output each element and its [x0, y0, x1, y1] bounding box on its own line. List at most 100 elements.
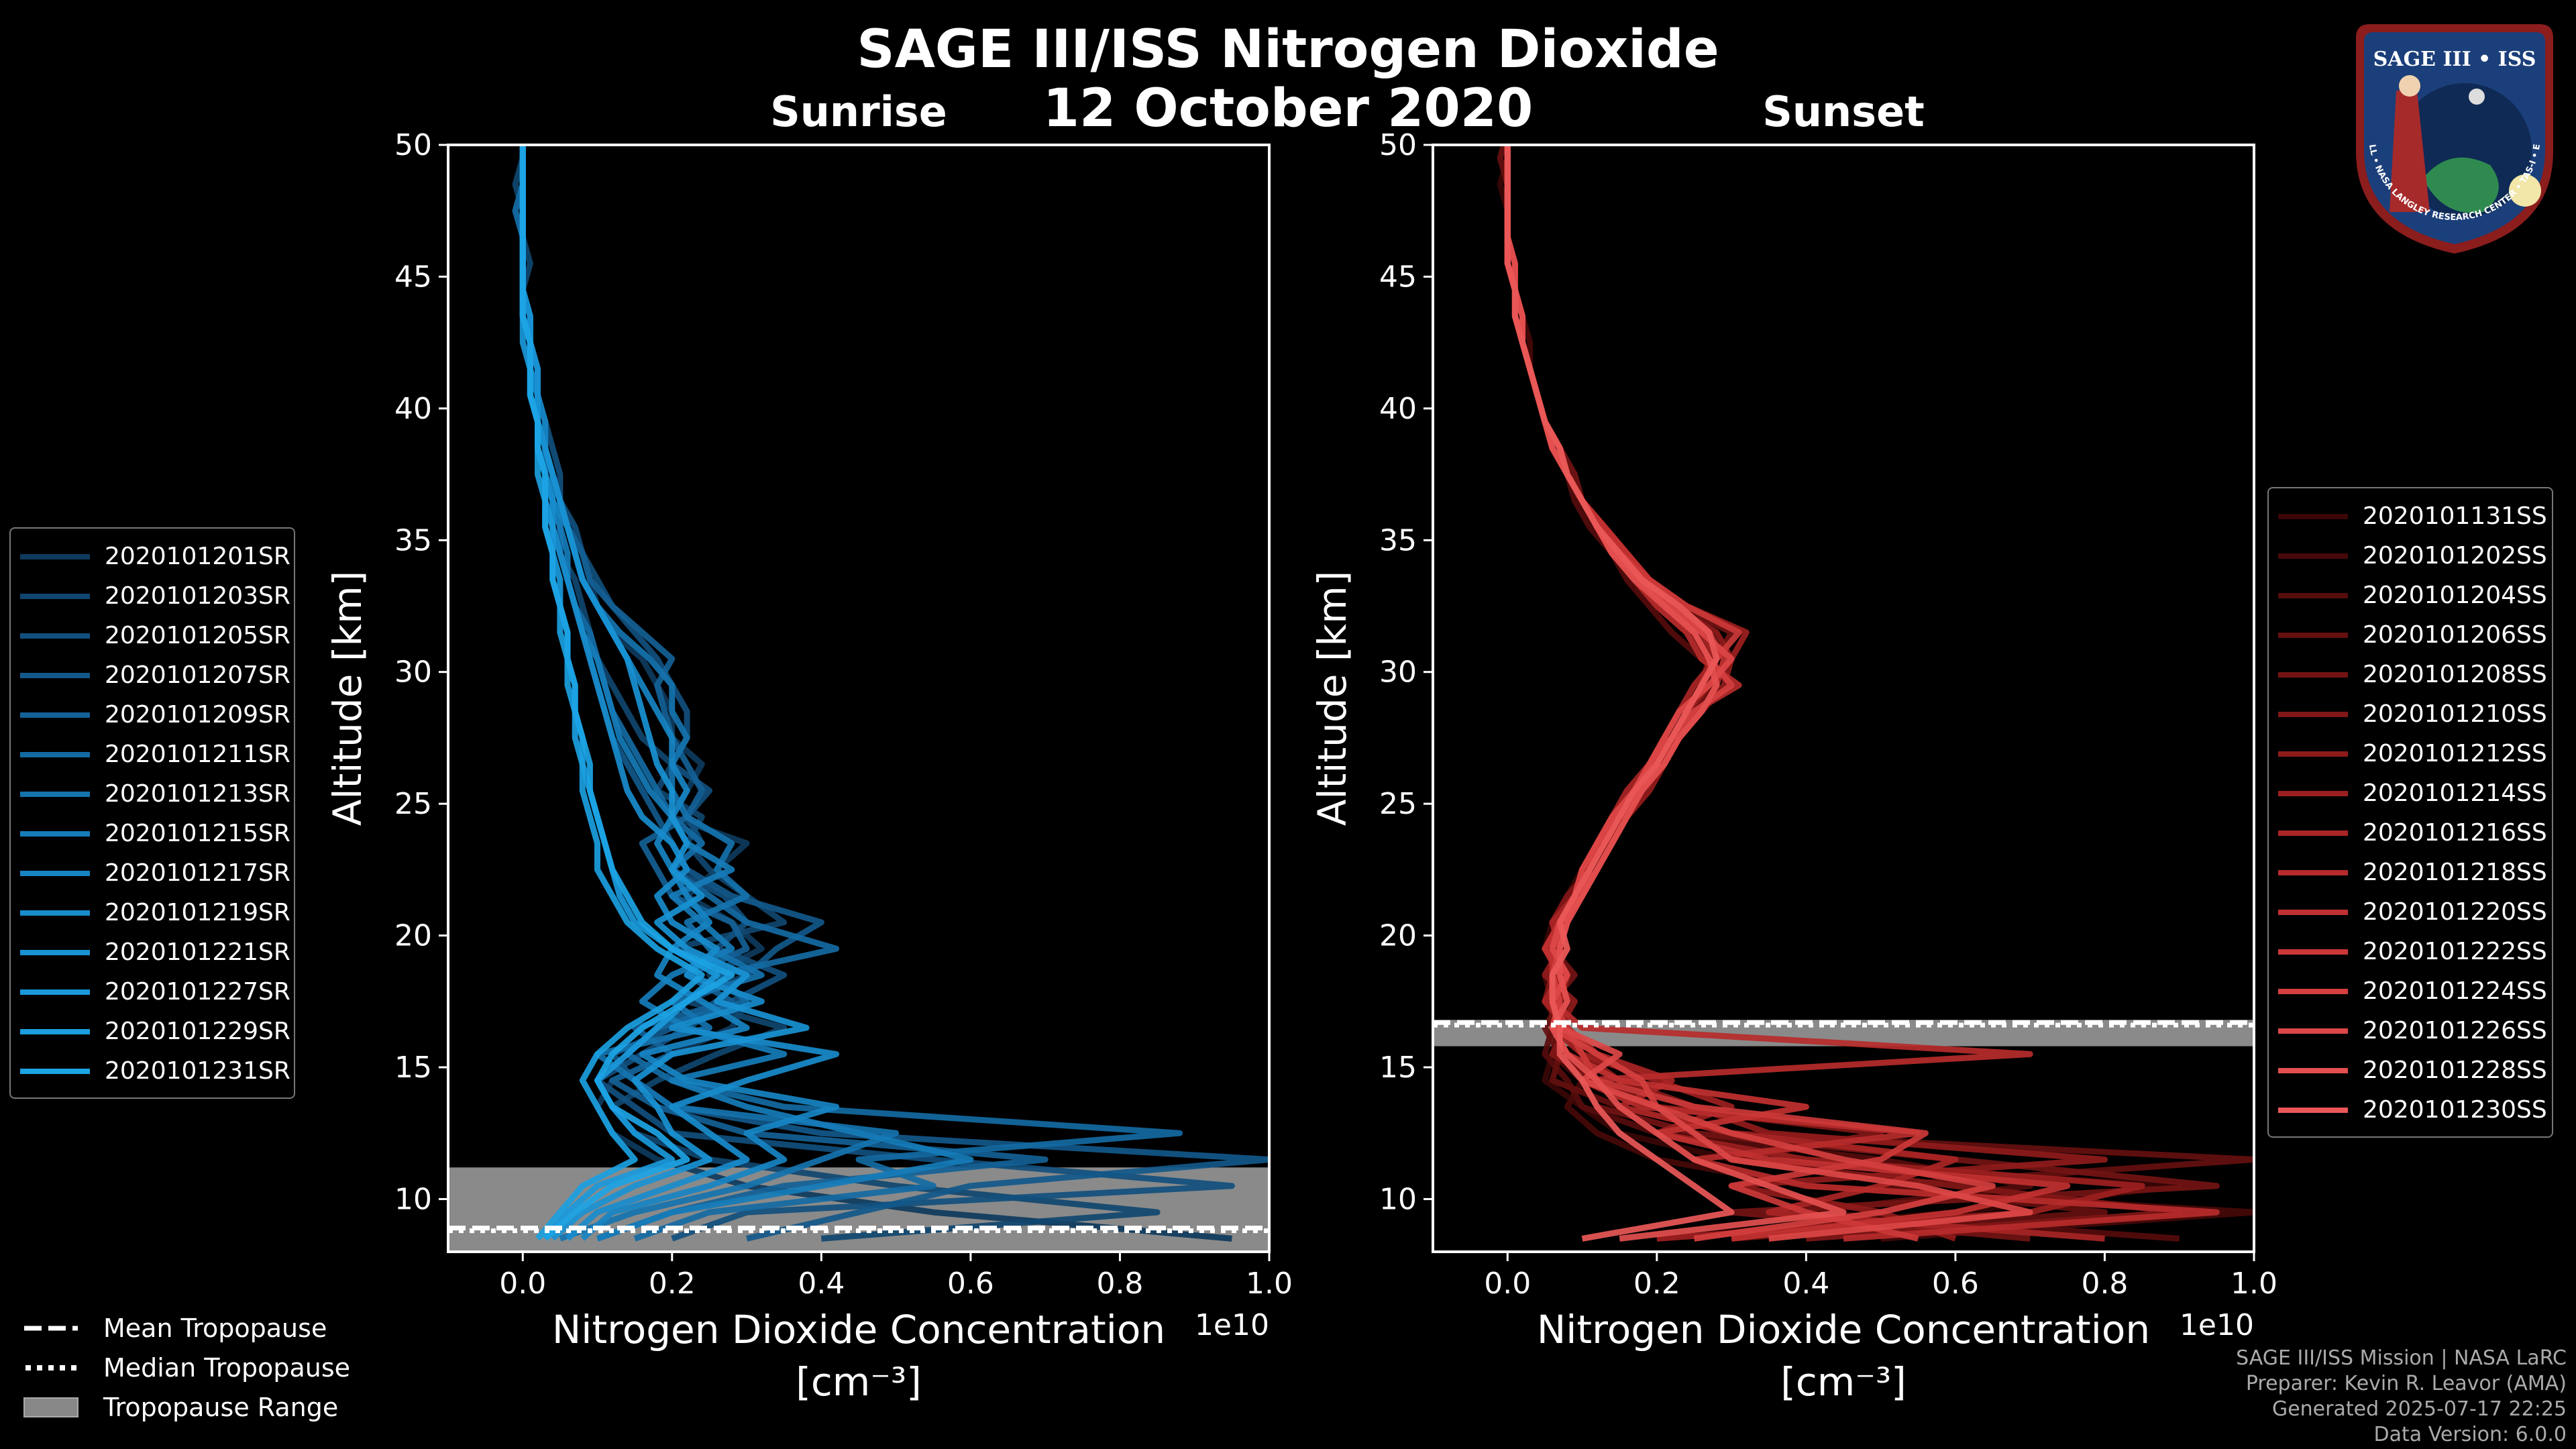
legend-item-mean-tropopause: Mean Tropopause — [23, 1308, 350, 1348]
x-tick-label: 0.6 — [947, 1267, 994, 1301]
legend-label: 2020101217SR — [105, 859, 290, 887]
x-axis-label: Nitrogen Dioxide Concentration — [552, 1307, 1165, 1352]
legend-label: 2020101213SR — [105, 780, 290, 808]
legend-item-2020101221SR: 2020101221SR — [20, 932, 290, 972]
legend-label: 2020101202SS — [2363, 542, 2547, 570]
y-tick-label: 20 — [1379, 919, 1417, 953]
legend-item-2020101211SR: 2020101211SR — [20, 735, 290, 774]
legend-swatch — [2278, 1028, 2348, 1034]
mean-tropopause-label: Mean Tropopause — [103, 1313, 327, 1343]
legend-swatch — [2278, 592, 2348, 598]
legend-item-2020101212SS: 2020101212SS — [2278, 734, 2547, 773]
legend-label: 2020101218SS — [2363, 859, 2547, 886]
legend-item-2020101228SS: 2020101228SS — [2278, 1051, 2547, 1090]
legend-swatch — [20, 751, 90, 757]
y-tick-label: 20 — [394, 919, 432, 953]
legend-label: 2020101203SR — [105, 582, 290, 610]
legend-item-2020101205SR: 2020101205SR — [20, 616, 290, 655]
y-tick-label: 45 — [394, 260, 432, 294]
y-tick-label: 50 — [1379, 128, 1417, 162]
legend-label: 2020101201SR — [105, 543, 290, 570]
legend-swatch — [2278, 632, 2348, 638]
credits-preparer: Preparer: Kevin R. Leavor (AMA) — [2245, 1372, 2567, 1395]
x-axis-label: Nitrogen Dioxide Concentration — [1537, 1307, 2150, 1352]
legend-item-2020101215SR: 2020101215SR — [20, 814, 290, 853]
legend-swatch — [20, 1068, 90, 1074]
y-tick-label: 35 — [394, 523, 432, 557]
legend-label: 2020101215SR — [105, 820, 290, 847]
y-tick-label: 15 — [394, 1051, 432, 1085]
legend-item-2020101208SS: 2020101208SS — [2278, 655, 2547, 694]
legend-swatch — [2278, 513, 2348, 519]
legend-label: 2020101221SR — [105, 938, 290, 966]
legend-swatch — [2278, 949, 2348, 955]
legend-swatch — [2278, 1107, 2348, 1113]
y-tick-label: 40 — [1379, 392, 1417, 426]
x-tick-label: 0.0 — [1484, 1267, 1531, 1301]
credits-mission: SAGE III/ISS Mission | NASA LaRC — [2236, 1346, 2567, 1370]
dashed-line-icon — [24, 1326, 78, 1330]
legend-swatch — [20, 712, 90, 718]
legend-item-2020101224SS: 2020101224SS — [2278, 971, 2547, 1011]
legend-label: 2020101207SR — [105, 661, 290, 689]
y-tick-label: 35 — [1379, 523, 1417, 557]
legend-item-2020101213SR: 2020101213SR — [20, 774, 290, 814]
legend-label: 2020101222SS — [2363, 938, 2547, 965]
sunset-panel: 0.0 0.2 0.4 0.6 0.8 1.0 10 15 20 25 30 35 40 45 50 1e10… — [1309, 87, 2277, 1405]
series-line-2020101230SS — [1504, 145, 1735, 1242]
legend-swatch — [2278, 751, 2348, 757]
figure-date: 12 October 2020 — [1043, 78, 1534, 139]
y-tick-label: 10 — [394, 1182, 432, 1216]
y-tick-label: 45 — [1379, 260, 1417, 294]
legend-label: 2020101204SS — [2363, 582, 2547, 609]
y-tick-label: 30 — [1379, 655, 1417, 690]
range-patch-icon — [23, 1397, 78, 1417]
legend-label: 2020101216SS — [2363, 819, 2547, 847]
legend-item-2020101214SS: 2020101214SS — [2278, 773, 2547, 813]
panel-title: Sunrise — [770, 87, 947, 136]
legend-label: 2020101212SS — [2363, 740, 2547, 767]
legend-label: 2020101220SS — [2363, 898, 2547, 926]
legend-swatch — [20, 633, 90, 639]
x-tick-label: 0.8 — [1096, 1267, 1143, 1301]
legend-item-2020101210SS: 2020101210SS — [2278, 694, 2547, 734]
x-tick-label: 0.0 — [499, 1267, 546, 1301]
legend-label: 2020101210SS — [2363, 700, 2547, 728]
sunrise-panel: 0.0 0.2 0.4 0.6 0.8 1.0 10 15 20 25 30 35 40 45 50 1e10… — [325, 87, 1293, 1405]
x-axis-unit: [cm⁻³] — [796, 1359, 922, 1405]
legend-swatch — [20, 949, 90, 955]
series-line-2020101208SS — [1504, 145, 2220, 1242]
legend-swatch — [20, 791, 90, 797]
legend-label: 2020101209SR — [105, 701, 290, 729]
y-tick-label: 10 — [1379, 1182, 1417, 1216]
legend-swatch — [2278, 711, 2348, 717]
x-tick-label: 1.0 — [2231, 1267, 2277, 1301]
legend-label: 2020101226SS — [2363, 1017, 2547, 1044]
legend-label: 2020101206SS — [2363, 621, 2547, 649]
x-tick-label: 0.2 — [649, 1267, 696, 1301]
legend-swatch — [2278, 909, 2348, 915]
series-lines — [512, 145, 1269, 1242]
legend-item-2020101231SR: 2020101231SR — [20, 1051, 290, 1091]
legend-swatch — [2278, 988, 2348, 994]
y-axis-label: Altitude [km] — [1309, 571, 1355, 826]
legend-item-2020101227SR: 2020101227SR — [20, 972, 290, 1012]
legend-item-2020101207SR: 2020101207SR — [20, 655, 290, 695]
median-tropopause-label: Median Tropopause — [103, 1352, 350, 1383]
legend-label: 2020101228SS — [2363, 1057, 2547, 1084]
series-line-2020101231SR — [519, 145, 735, 1241]
legend-swatch — [20, 672, 90, 678]
plot-frame — [1432, 144, 2255, 1253]
legend-swatch — [20, 870, 90, 876]
legend-item-2020101204SS: 2020101204SS — [2278, 576, 2547, 615]
legend-item-2020101230SS: 2020101230SS — [2278, 1090, 2547, 1130]
legend-item-2020101201SR: 2020101201SR — [20, 537, 290, 576]
legend-item-tropopause-range: Tropopause Range — [23, 1387, 350, 1427]
series-lines — [1497, 145, 2254, 1242]
y-axis-label: Altitude [km] — [325, 571, 370, 826]
legend-label: 2020101208SS — [2363, 661, 2547, 688]
legend-swatch — [2278, 790, 2348, 796]
x-tick-label: 1.0 — [1246, 1267, 1293, 1301]
series-line-2020101221SR — [519, 145, 810, 1241]
